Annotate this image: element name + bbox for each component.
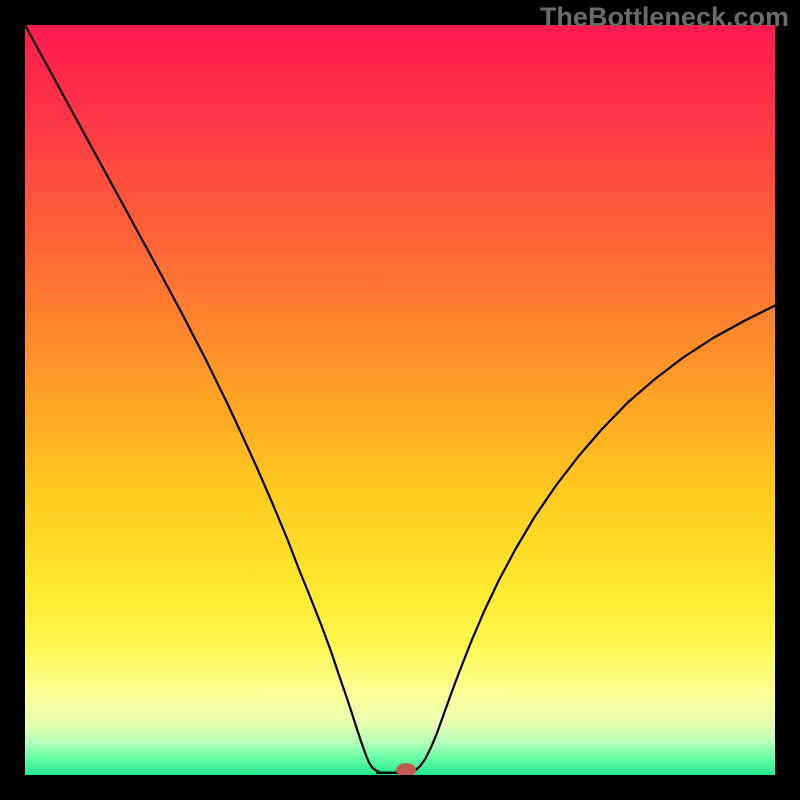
gradient-background	[25, 25, 775, 775]
watermark-text: TheBottleneck.com	[540, 2, 789, 33]
plot-area	[25, 25, 775, 775]
chart-svg	[25, 25, 775, 775]
